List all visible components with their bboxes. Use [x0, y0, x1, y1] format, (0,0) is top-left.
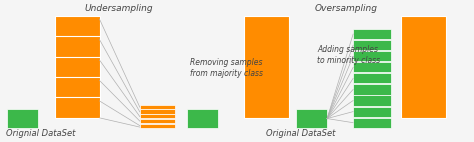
Bar: [7, 109, 38, 128]
Bar: [140, 114, 175, 118]
Bar: [353, 40, 391, 50]
Bar: [140, 124, 175, 128]
Bar: [55, 16, 100, 118]
Bar: [353, 29, 391, 39]
Bar: [353, 118, 391, 128]
Bar: [244, 16, 289, 118]
Bar: [140, 109, 175, 114]
Bar: [353, 73, 391, 83]
Bar: [353, 84, 391, 95]
Text: Original DataSet: Original DataSet: [266, 129, 336, 138]
Bar: [353, 95, 391, 106]
Bar: [353, 62, 391, 72]
Bar: [296, 109, 327, 128]
Text: Oversampling: Oversampling: [315, 4, 377, 13]
Bar: [140, 105, 175, 109]
Bar: [401, 16, 446, 118]
Text: Adding samples
to minority class: Adding samples to minority class: [317, 45, 380, 65]
Text: Removing samples
from majority class: Removing samples from majority class: [190, 59, 263, 78]
Bar: [353, 106, 391, 117]
Bar: [140, 119, 175, 123]
Bar: [187, 109, 218, 128]
Text: Undersampling: Undersampling: [84, 4, 153, 13]
Text: Orignial DataSet: Orignial DataSet: [6, 129, 75, 138]
Bar: [353, 51, 391, 61]
